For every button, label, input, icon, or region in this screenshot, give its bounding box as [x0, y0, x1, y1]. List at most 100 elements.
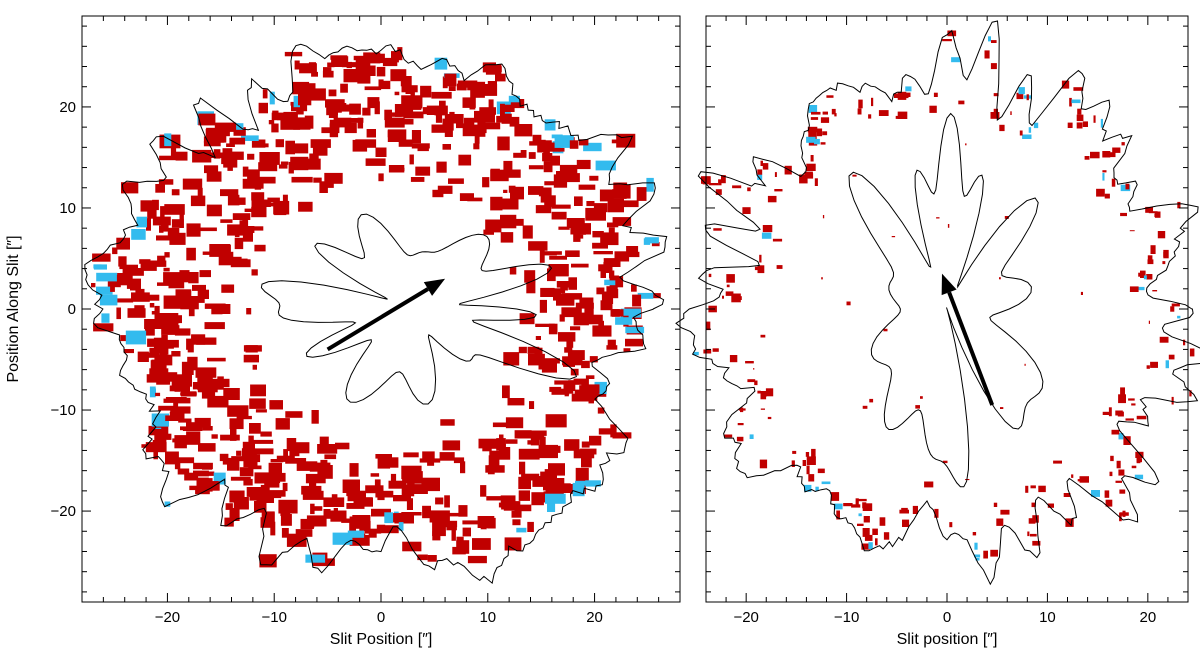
red-patch — [754, 380, 758, 386]
red-patch — [760, 391, 767, 400]
red-patch — [514, 504, 532, 512]
blue-patch — [572, 482, 585, 497]
red-patch — [499, 171, 520, 176]
red-patch — [732, 185, 742, 189]
red-patch — [993, 108, 998, 115]
red-patch — [810, 117, 819, 120]
red-patch — [721, 175, 726, 184]
red-patch — [375, 490, 394, 498]
red-patch — [233, 127, 246, 136]
red-patch — [309, 462, 331, 472]
blue-patch — [1028, 127, 1032, 133]
red-patch — [146, 294, 160, 301]
red-patch — [487, 517, 496, 529]
red-patch — [342, 118, 364, 123]
x-tick-label: −20 — [733, 609, 758, 626]
red-patch — [182, 178, 203, 190]
red-patch — [1115, 480, 1122, 483]
blue-patch — [1022, 134, 1032, 139]
red-patch — [1147, 255, 1153, 261]
red-patch — [154, 305, 160, 320]
blue-patch — [643, 238, 651, 245]
blue-patch — [384, 512, 394, 524]
red-patch — [144, 319, 164, 329]
red-patch — [625, 338, 643, 347]
red-patch — [444, 495, 450, 508]
red-patch — [556, 281, 577, 288]
red-patch — [821, 277, 823, 280]
red-patch — [872, 528, 878, 535]
red-patch — [1105, 499, 1113, 507]
red-patch — [199, 270, 211, 278]
red-patch — [636, 187, 647, 201]
red-patch — [393, 495, 411, 502]
red-patch — [147, 206, 157, 219]
red-patch — [1032, 515, 1039, 523]
red-patch — [1109, 471, 1113, 477]
red-patch — [495, 73, 506, 82]
red-patch — [598, 428, 612, 435]
red-patch — [1121, 142, 1125, 146]
red-patch — [442, 144, 451, 150]
red-patch — [249, 488, 268, 501]
red-patch — [574, 389, 585, 396]
red-patch — [323, 558, 335, 566]
red-patch — [290, 156, 309, 171]
red-patch — [462, 520, 482, 525]
red-patch — [1125, 418, 1134, 421]
red-patch — [531, 437, 539, 443]
y-tick-label: −10 — [51, 402, 76, 419]
red-patch — [326, 179, 334, 188]
blue-patch — [833, 503, 843, 510]
red-patch — [442, 440, 461, 451]
red-patch — [784, 165, 792, 175]
red-patch — [199, 227, 217, 232]
red-patch — [192, 284, 206, 291]
red-patch — [535, 323, 555, 327]
red-patch — [1131, 465, 1137, 469]
blue-patch — [804, 484, 812, 492]
red-patch — [157, 255, 166, 267]
blue-patch — [757, 174, 763, 180]
blue-patch — [332, 532, 353, 545]
red-patch — [1119, 512, 1129, 516]
red-patch — [186, 223, 201, 237]
red-patch — [703, 349, 712, 354]
red-patch — [364, 86, 382, 91]
right-direction-arrow — [947, 291, 995, 406]
red-patch — [158, 179, 174, 185]
red-patch — [571, 263, 589, 268]
red-patch — [858, 99, 863, 109]
red-patch — [135, 288, 145, 298]
red-patch — [170, 406, 191, 414]
red-patch — [207, 357, 226, 362]
red-patch — [448, 178, 464, 184]
red-patch — [280, 119, 301, 130]
red-patch — [112, 247, 118, 255]
red-patch — [543, 148, 550, 156]
red-patch — [513, 152, 522, 158]
red-patch — [335, 442, 350, 450]
red-patch — [1067, 122, 1073, 128]
red-patch — [226, 143, 235, 147]
red-patch — [233, 501, 249, 509]
red-patch — [417, 554, 428, 561]
right-x-tick-labels: −20 −10 0 10 20 — [733, 609, 1156, 626]
red-patch — [190, 195, 206, 207]
red-patch — [347, 490, 366, 502]
red-patch — [544, 469, 550, 475]
red-patch — [239, 220, 249, 230]
red-patch — [542, 445, 561, 453]
left-arrowhead — [423, 278, 446, 296]
red-patch — [321, 127, 340, 134]
red-patch — [1080, 291, 1083, 295]
x-tick-label: 20 — [586, 609, 603, 626]
red-patch — [384, 109, 392, 121]
red-patch — [276, 455, 295, 462]
red-patch — [384, 117, 405, 128]
red-patch — [439, 452, 455, 461]
red-patch — [609, 275, 619, 281]
red-patch — [570, 326, 581, 331]
red-patch — [1025, 485, 1029, 493]
red-patch — [274, 205, 287, 216]
